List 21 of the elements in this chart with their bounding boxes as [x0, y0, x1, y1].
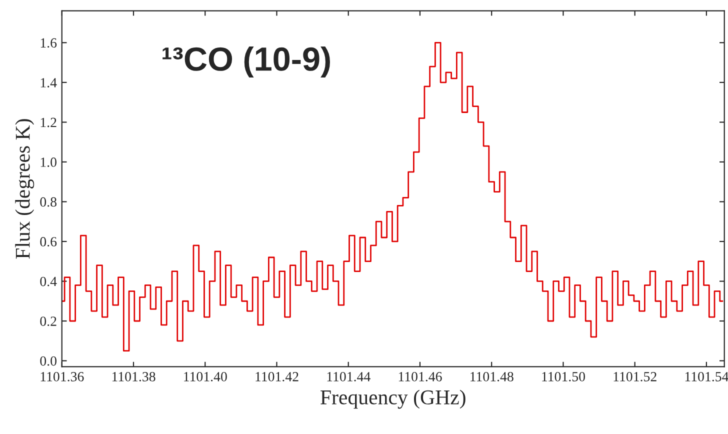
annotation: ¹³CO (10-9): [162, 46, 330, 78]
y-tick-label: 0.4: [40, 276, 57, 286]
y-tick-label: 1.6: [40, 38, 57, 48]
y-tick-label: 1.4: [40, 78, 57, 88]
y-tick-label: 1.0: [40, 158, 56, 167]
x-tick-label: 1101.40: [184, 372, 227, 382]
x-tick-label: 1101.42: [256, 372, 298, 382]
x-tick-label: 1101.52: [614, 372, 656, 382]
x-tick-label: 1101.50: [542, 372, 585, 382]
x-tick-label: 1101.38: [112, 372, 156, 382]
x-tick-label: 1101.44: [327, 372, 370, 382]
y-tick-label: 0.6: [40, 237, 57, 246]
y-tick-label: 0.2: [40, 316, 56, 326]
x-tick-label: 1101.36: [40, 372, 84, 382]
y-axis-title: Flux (degrees K): [15, 119, 34, 259]
x-tick-label: 1101.48: [470, 372, 514, 382]
y-tick-label: 0.0: [40, 356, 56, 366]
y-tick-label: 0.8: [40, 197, 56, 207]
x-axis-title: Frequency (GHz): [320, 390, 466, 409]
x-tick-label: 1101.46: [398, 372, 442, 382]
y-tick-label: 1.2: [40, 118, 56, 128]
